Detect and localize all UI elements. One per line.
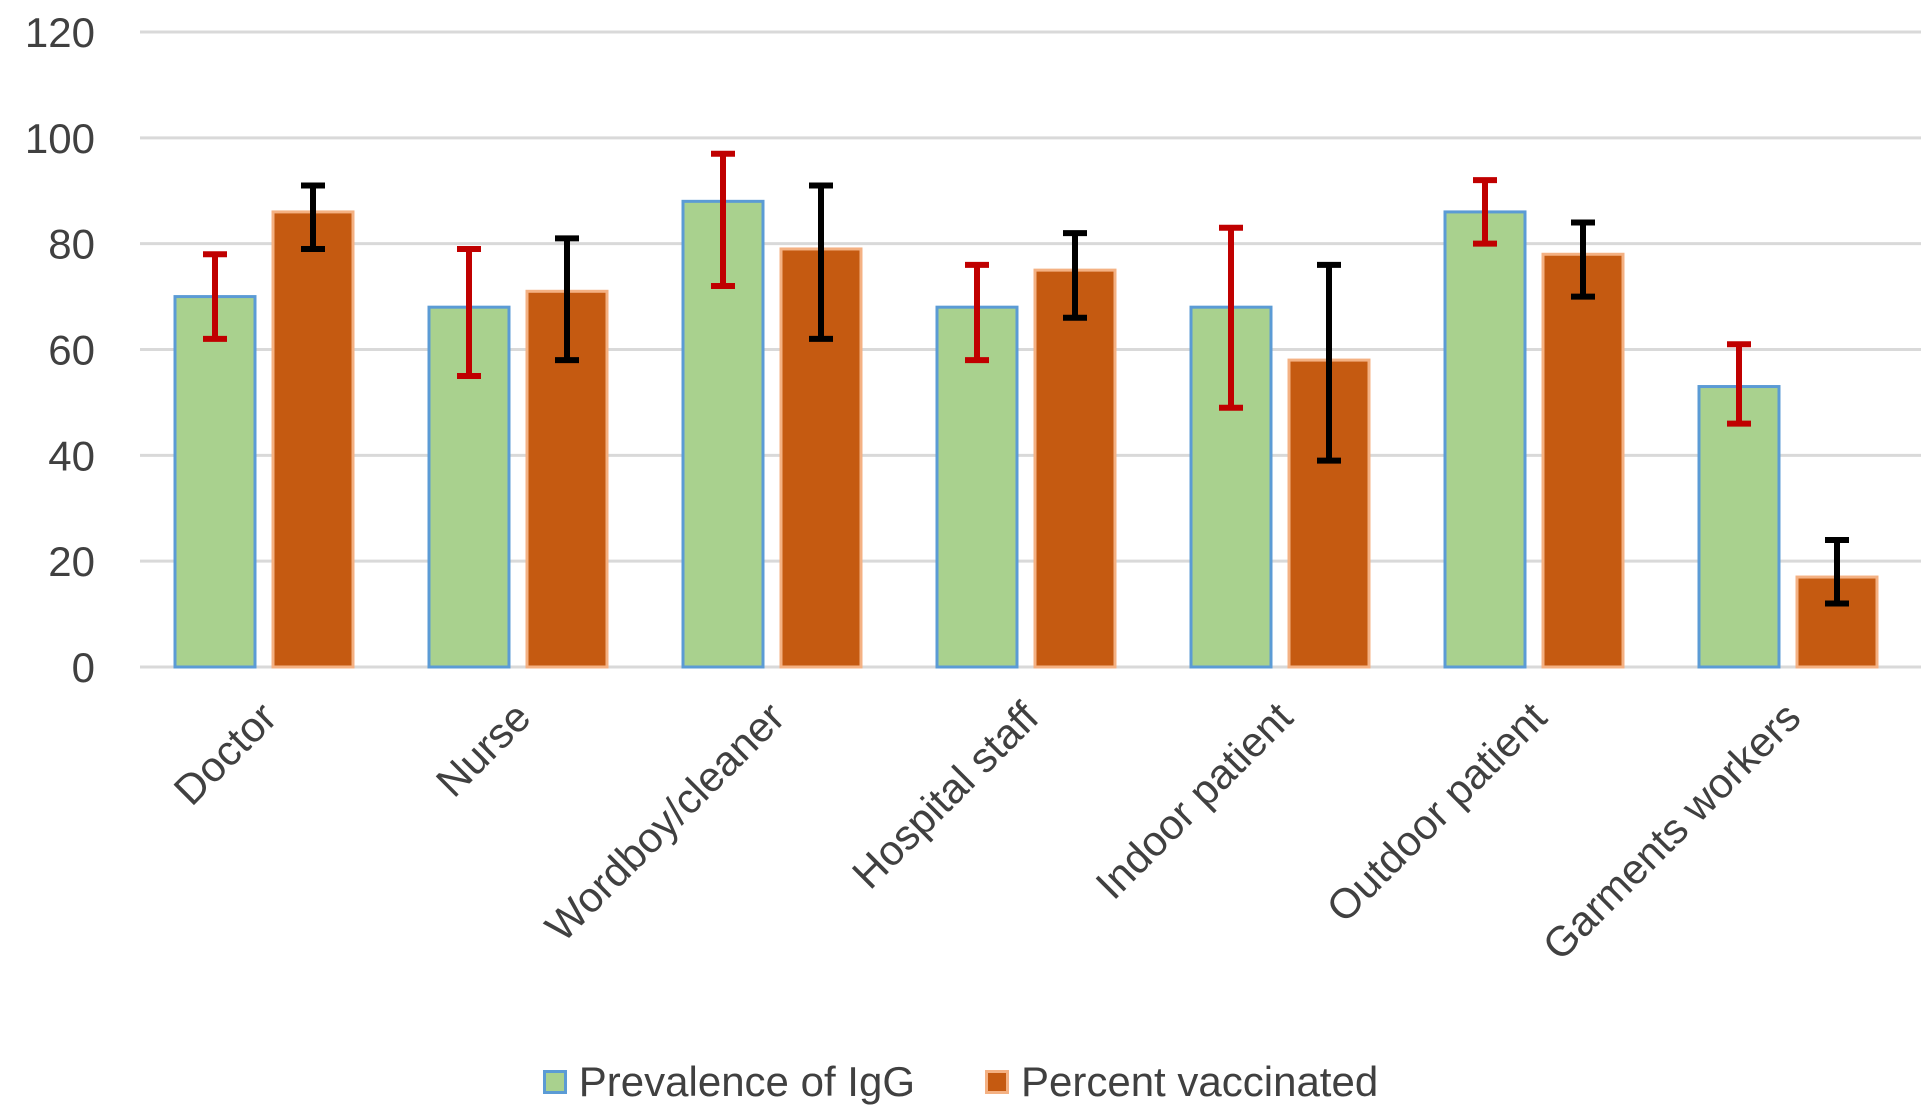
error-bar-vaccinated-4 bbox=[1317, 261, 1341, 464]
y-tick-label: 100 bbox=[25, 115, 95, 162]
bar-vaccinated-5 bbox=[1541, 252, 1625, 669]
error-bar-vaccinated-1 bbox=[555, 235, 579, 364]
error-bar-vaccinated-6 bbox=[1825, 537, 1849, 607]
bars bbox=[173, 199, 1879, 669]
bar-vaccinated-4 bbox=[1287, 358, 1371, 669]
bar-vaccinated-6 bbox=[1795, 575, 1879, 669]
x-category-label: Outdoor patient bbox=[1317, 693, 1555, 931]
y-tick-label: 120 bbox=[25, 9, 95, 56]
error-bar-vaccinated-0 bbox=[301, 182, 325, 252]
error-bars bbox=[203, 150, 1849, 607]
y-tick-label: 0 bbox=[72, 644, 95, 691]
legend-label-prevalence: Prevalence of IgG bbox=[578, 1058, 915, 1105]
error-bar-prevalence-6 bbox=[1727, 341, 1751, 427]
error-bar-prevalence-2 bbox=[711, 150, 735, 289]
error-bar-vaccinated-5 bbox=[1571, 219, 1595, 300]
error-bar-vaccinated-3 bbox=[1063, 230, 1087, 321]
gridlines bbox=[140, 30, 1921, 669]
x-category-label: Indoor patient bbox=[1086, 693, 1301, 908]
legend-item-vaccinated: Percent vaccinated bbox=[984, 1058, 1379, 1106]
x-category-label: Wordboy/cleaner bbox=[536, 693, 793, 950]
bar-prevalence-0 bbox=[173, 295, 257, 669]
y-tick-label: 80 bbox=[48, 221, 95, 268]
y-tick-label: 40 bbox=[48, 432, 95, 479]
x-category-label: Doctor bbox=[165, 693, 286, 814]
bar-vaccinated-0 bbox=[271, 210, 355, 669]
bar-prevalence-6 bbox=[1697, 385, 1781, 669]
legend-swatch-vaccinated bbox=[984, 1070, 1009, 1094]
legend-item-prevalence: Prevalence of IgG bbox=[542, 1058, 915, 1106]
error-bar-prevalence-5 bbox=[1473, 177, 1497, 247]
legend-swatch-prevalence bbox=[542, 1070, 567, 1094]
x-category-label: Nurse bbox=[427, 693, 539, 805]
y-tick-label: 60 bbox=[48, 327, 95, 374]
x-category-label: Garments workers bbox=[1534, 693, 1810, 969]
legend-label-vaccinated: Percent vaccinated bbox=[1020, 1058, 1379, 1105]
y-tick-label: 20 bbox=[48, 538, 95, 585]
x-category-label: Hospital staff bbox=[843, 693, 1048, 898]
error-bar-vaccinated-2 bbox=[809, 182, 833, 342]
error-bar-prevalence-3 bbox=[965, 261, 989, 364]
error-bar-prevalence-0 bbox=[203, 251, 227, 342]
legend: Prevalence of IgG Percent vaccinated bbox=[0, 1058, 1921, 1106]
error-bar-prevalence-1 bbox=[457, 245, 481, 379]
bar-prevalence-5 bbox=[1443, 210, 1527, 669]
bar-vaccinated-3 bbox=[1033, 268, 1117, 669]
y-axis-ticks: 0 20 40 60 80 100 120 bbox=[25, 9, 95, 691]
error-bar-prevalence-4 bbox=[1219, 224, 1243, 411]
bar-prevalence-3 bbox=[935, 305, 1019, 669]
